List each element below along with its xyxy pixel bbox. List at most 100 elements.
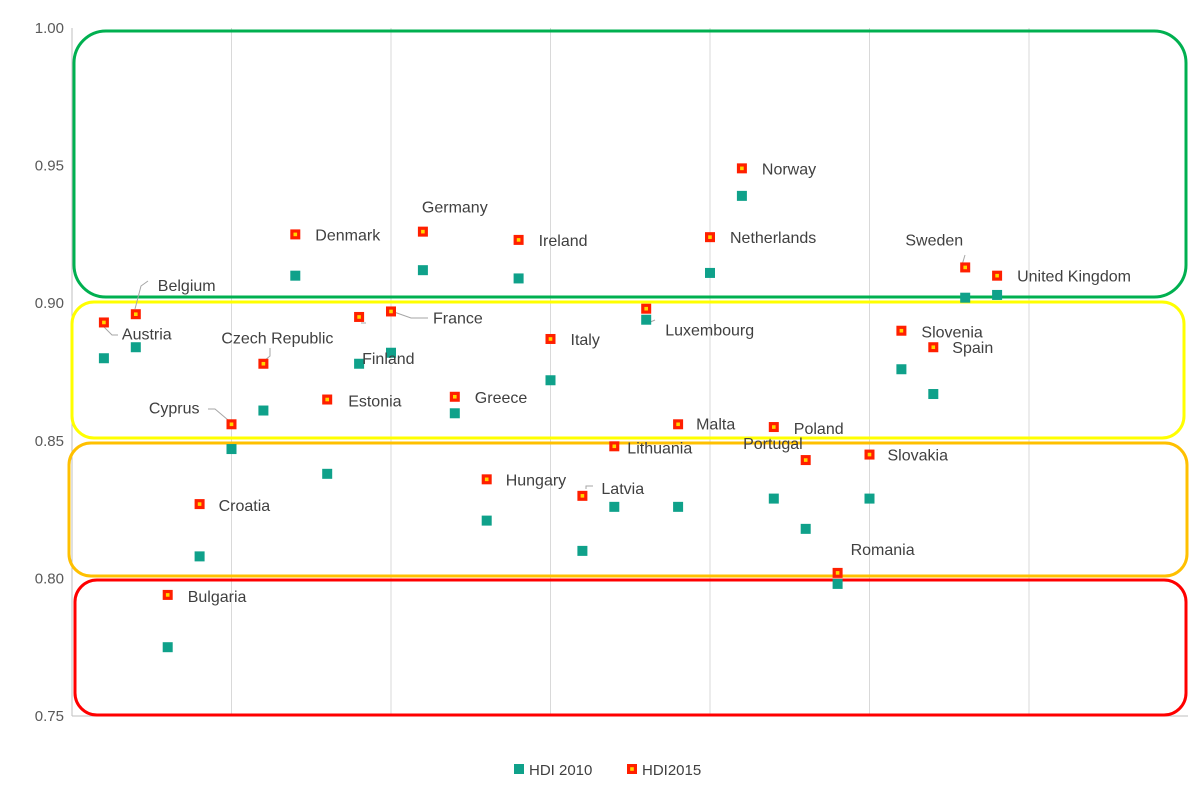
label-bulgaria: Bulgaria xyxy=(188,589,247,606)
label-latvia: Latvia xyxy=(601,481,644,498)
y-tick-label: 0.80 xyxy=(35,570,64,587)
hdi2015-point xyxy=(226,419,237,430)
hdi2015-point-center xyxy=(644,306,648,311)
hdi2010-point xyxy=(705,267,715,278)
label-greece: Greece xyxy=(475,390,528,407)
hdi2015-point xyxy=(513,234,524,245)
hdi2015-point-center xyxy=(580,494,585,498)
hdi2015-point-center xyxy=(325,397,329,402)
hdi2010-point xyxy=(896,364,907,375)
leader-cyprus xyxy=(208,408,229,421)
hdi2010-point xyxy=(130,342,141,353)
label-slovakia: Slovakia xyxy=(888,448,949,465)
hdi2015-point-center xyxy=(740,166,744,171)
leader-latvia xyxy=(585,485,593,489)
y-tick-label: 1.00 xyxy=(35,20,64,37)
hdi2015-point-center xyxy=(612,444,617,449)
legend-marker-hdi2015 xyxy=(627,764,637,774)
y-tick-label: 0.95 xyxy=(35,158,64,175)
hdi2010-point xyxy=(258,405,269,416)
hdi2015-point xyxy=(290,229,301,240)
hdi2010-point xyxy=(641,314,652,325)
hdi2015-point xyxy=(322,394,333,405)
legend-marker-hdi2010 xyxy=(514,764,524,774)
y-tick-label: 0.85 xyxy=(35,433,64,450)
hdi2015-point xyxy=(481,474,492,485)
hdi2015-point xyxy=(768,422,779,433)
label-denmark: Denmark xyxy=(315,227,381,244)
hdi2010-point xyxy=(481,515,492,526)
hdi2015-point-center xyxy=(197,502,202,506)
label-cyprus: Cyprus xyxy=(149,400,200,417)
hdi2015-point-center xyxy=(931,345,936,350)
hdi2015-point xyxy=(800,455,811,466)
hdi2015-point-center xyxy=(835,571,840,575)
hdi2015-point-center xyxy=(548,337,553,341)
label-croatia: Croatia xyxy=(219,498,271,515)
hdi2015-point-center xyxy=(357,315,361,319)
leader-belgium xyxy=(134,280,149,310)
hdi2010-point xyxy=(577,545,588,556)
label-finland: Finland xyxy=(362,351,414,368)
hdi2015-point xyxy=(896,325,907,336)
hdi2015-point-center xyxy=(261,361,266,366)
hdi2010-point xyxy=(864,493,875,504)
hdi2015-point xyxy=(673,419,684,430)
band-high xyxy=(70,300,1186,440)
y-tick-label: 0.90 xyxy=(35,295,64,312)
legend-label-hdi2010: HDI 2010 xyxy=(529,762,592,779)
label-luxembourg: Luxembourg xyxy=(665,323,754,340)
hdi2010-point xyxy=(162,642,173,653)
hdi2015-point-center xyxy=(165,593,170,597)
band-medium xyxy=(67,441,1189,578)
hdi2015-point xyxy=(258,358,269,369)
data-points xyxy=(98,163,1003,653)
label-france: France xyxy=(433,310,483,327)
hdi2010-point xyxy=(290,270,301,281)
hdi2015-point-center xyxy=(899,328,904,333)
band-low xyxy=(73,578,1188,717)
hdi2015-point-center xyxy=(803,458,808,462)
hdi2010-point xyxy=(98,353,109,364)
label-ireland: Ireland xyxy=(539,233,588,250)
label-estonia: Estonia xyxy=(348,394,401,411)
label-malta: Malta xyxy=(696,416,735,433)
hdi2010-point xyxy=(992,289,1003,300)
hdi2015-point xyxy=(577,490,588,501)
hdi2015-point-center xyxy=(772,425,776,429)
label-norway: Norway xyxy=(762,161,816,178)
hdi2015-point xyxy=(545,333,556,344)
hdi2015-point xyxy=(641,303,652,314)
hdi2010-point xyxy=(673,501,684,512)
hdi2015-point xyxy=(162,589,173,600)
hdi2015-point-center xyxy=(708,235,712,239)
label-united-kingdom: United Kingdom xyxy=(1017,269,1131,286)
label-germany: Germany xyxy=(422,200,488,217)
label-netherlands: Netherlands xyxy=(730,230,816,247)
hdi2015-point-center xyxy=(516,238,521,242)
label-romania: Romania xyxy=(851,542,915,559)
hdi2010-point xyxy=(736,190,747,201)
hdi2015-point xyxy=(864,449,875,460)
hdi2010-point xyxy=(386,347,396,358)
label-lithuania: Lithuania xyxy=(627,440,692,457)
hdi2015-point xyxy=(98,317,109,328)
hdi2010-point xyxy=(194,551,205,562)
label-czech-republic: Czech Republic xyxy=(221,331,333,348)
hdi2015-point-center xyxy=(676,422,680,427)
label-belgium: Belgium xyxy=(158,278,216,295)
hdi2015-point xyxy=(705,232,715,243)
hdi-bands xyxy=(67,29,1189,717)
hdi2010-point xyxy=(354,358,365,369)
hdi2010-point xyxy=(928,389,939,400)
hdi2010-point xyxy=(800,523,811,534)
label-sweden: Sweden xyxy=(905,232,963,249)
hdi2015-point-center xyxy=(453,394,457,399)
legend-marker-hdi2015-center xyxy=(630,767,634,771)
hdi2015-point xyxy=(736,163,747,174)
hdi2015-point xyxy=(992,270,1003,281)
hdi2010-point xyxy=(609,501,620,512)
hdi2015-point-center xyxy=(995,273,999,278)
hdi2015-point xyxy=(832,567,843,578)
label-spain: Spain xyxy=(952,340,993,357)
